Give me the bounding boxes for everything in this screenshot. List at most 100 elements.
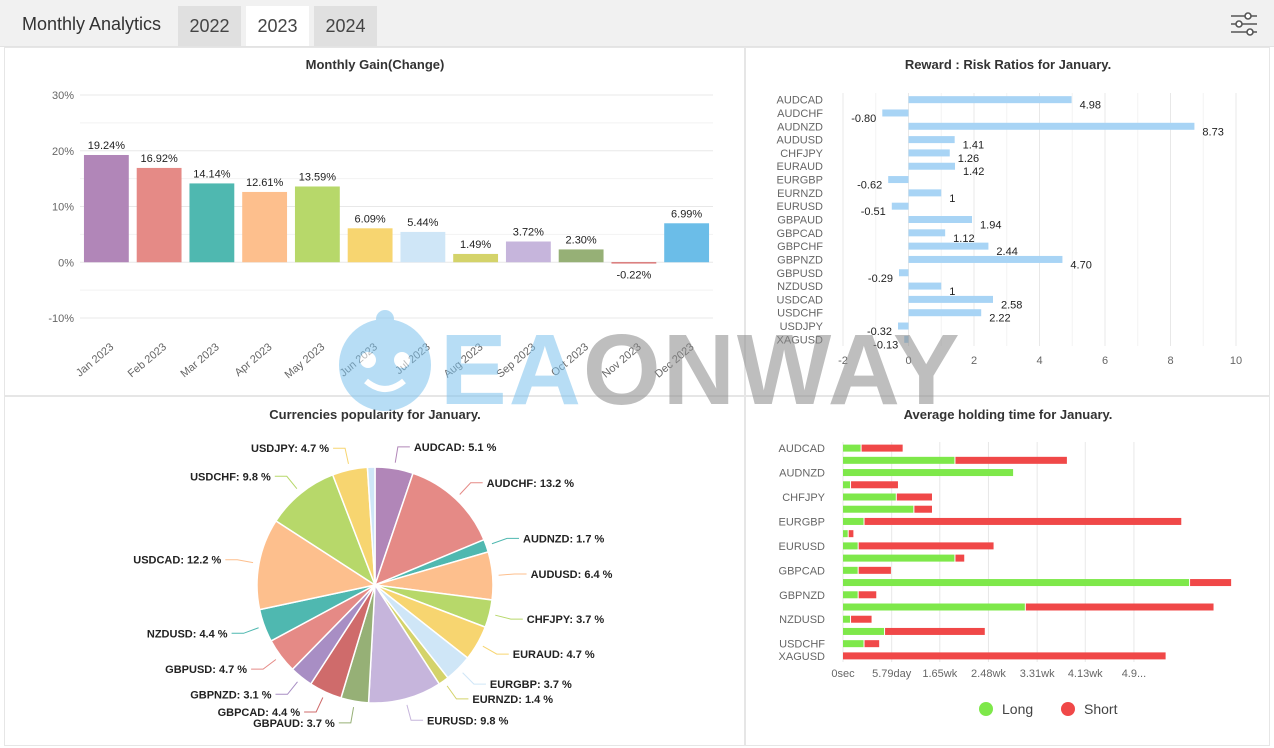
short-bar: [848, 530, 854, 538]
bar: [347, 228, 393, 263]
legend-marker: [979, 702, 993, 716]
pie-connector: [482, 645, 509, 655]
pie-connector: [459, 482, 483, 495]
bar: [908, 229, 946, 237]
y-tick-label: CHFJPY: [782, 492, 825, 504]
x-tick-label: 10: [1230, 355, 1242, 367]
bar: [908, 122, 1195, 130]
bar-value-label: 12.61%: [246, 177, 284, 189]
pie-label: GBPUSD: 4.7 %: [165, 664, 247, 676]
y-tick-label: EURAUD: [777, 161, 824, 173]
pie-slice: [373, 472, 485, 587]
pie-connector: [275, 681, 298, 695]
x-tick-label: Jul 2023: [393, 341, 433, 377]
bar: [908, 162, 956, 170]
pie-connector: [225, 559, 254, 564]
bar-value-label: 13.59%: [299, 171, 337, 183]
short-bar: [858, 591, 877, 599]
chart-title: Average holding time for January.: [904, 407, 1113, 422]
x-tick-label: 0sec: [831, 668, 855, 680]
x-tick-label: Feb 2023: [126, 341, 169, 380]
long-bar: [843, 530, 848, 538]
bar-value-label: 1: [949, 193, 955, 205]
page-title: Monthly Analytics: [22, 14, 162, 34]
bar-value-label: 14.14%: [193, 168, 231, 180]
y-tick-label: AUDNZD: [777, 121, 823, 133]
short-bar: [864, 640, 880, 648]
pie-label: EURAUD: 4.7 %: [513, 649, 595, 661]
y-tick-label: GBPNZD: [779, 590, 825, 602]
y-tick-label: GBPAUD: [777, 215, 823, 227]
bar-value-label: 8.73: [1202, 126, 1223, 138]
x-tick-label: Apr 2023: [233, 341, 275, 379]
long-bar: [843, 469, 1014, 477]
y-tick-label: 10%: [52, 202, 74, 214]
long-bar: [843, 566, 858, 574]
short-bar: [858, 542, 994, 550]
x-tick-label: Aug 2023: [442, 341, 486, 380]
header-bar: Monthly Analytics 2022 2023 2024: [0, 0, 1274, 47]
sliders-icon[interactable]: [1229, 10, 1259, 38]
bar-value-label: 1.41: [963, 140, 984, 152]
pie-label: AUDCHF: 13.2 %: [487, 478, 575, 490]
tab-2024[interactable]: 2024: [314, 6, 377, 46]
pie-connector: [495, 614, 523, 620]
pie-connector: [231, 627, 259, 634]
y-tick-label: EURUSD: [779, 541, 826, 553]
short-bar: [858, 566, 891, 574]
x-tick-label: May 2023: [283, 341, 328, 381]
pie-label: USDCAD: 12.2 %: [133, 555, 221, 567]
bar-value-label: 1.26: [958, 153, 979, 165]
short-bar: [851, 615, 872, 623]
y-tick-label: 20%: [52, 146, 74, 158]
currency-popularity-chart: Currencies popularity for January. AUDCAD…: [133, 407, 613, 730]
pie-connector: [338, 707, 355, 724]
bar-value-label: -0.62: [857, 180, 882, 192]
x-tick-label: 8: [1167, 355, 1173, 367]
currency-popularity-panel: Currencies popularity for January. AUDCAD…: [4, 396, 745, 746]
bar: [904, 335, 909, 343]
long-bar: [843, 579, 1190, 587]
pie-label: AUDUSD: 6.4 %: [531, 569, 613, 581]
bar-value-label: 1: [949, 286, 955, 298]
y-tick-label: AUDCHF: [777, 108, 823, 120]
y-tick-label: XAGUSD: [779, 651, 826, 663]
bar-value-label: -0.29: [868, 273, 893, 285]
short-bar: [914, 505, 932, 513]
bar: [558, 249, 604, 263]
y-tick-label: USDCHF: [779, 639, 825, 651]
pie-connector: [406, 704, 424, 721]
long-bar: [843, 627, 885, 635]
y-tick-label: USDCHF: [777, 308, 823, 320]
long-bar: [843, 456, 955, 464]
bar: [505, 241, 551, 263]
y-tick-label: 30%: [52, 90, 74, 102]
y-tick-label: AUDNZD: [779, 468, 825, 480]
legend-label: Short: [1084, 701, 1118, 717]
x-tick-label: 4: [1036, 355, 1042, 367]
short-bar: [896, 493, 932, 501]
pie-label: EURUSD: 9.8 %: [427, 715, 509, 727]
bar-value-label: 19.24%: [88, 140, 126, 152]
bar: [242, 191, 288, 263]
pie-connector: [304, 697, 324, 713]
x-tick-label: Sep 2023: [495, 341, 539, 380]
bar: [189, 183, 235, 263]
bar-value-label: -0.22%: [616, 269, 651, 281]
tab-2022[interactable]: 2022: [178, 6, 241, 46]
tab-2023[interactable]: 2023: [246, 6, 309, 46]
bar-value-label: 5.44%: [407, 217, 438, 229]
pie-connector: [462, 672, 486, 685]
pie-connector: [274, 475, 298, 490]
long-bar: [843, 603, 1025, 611]
bar-value-label: -0.13: [873, 339, 898, 351]
pie-slice: [366, 466, 376, 586]
y-tick-label: -10%: [48, 313, 74, 325]
short-bar: [843, 652, 1166, 660]
holding-time-panel: Average holding time for January. 0sec 5.7…: [745, 396, 1270, 746]
y-tick-label: EURGBP: [777, 175, 823, 187]
x-tick-label: 6: [1102, 355, 1108, 367]
pie-connector: [446, 685, 469, 700]
reward-risk-panel: Reward : Risk Ratios for January. -2 0 2 4 6 8…: [745, 47, 1270, 396]
holding-time-chart: Average holding time for January. 0sec 5.7…: [779, 407, 1232, 717]
